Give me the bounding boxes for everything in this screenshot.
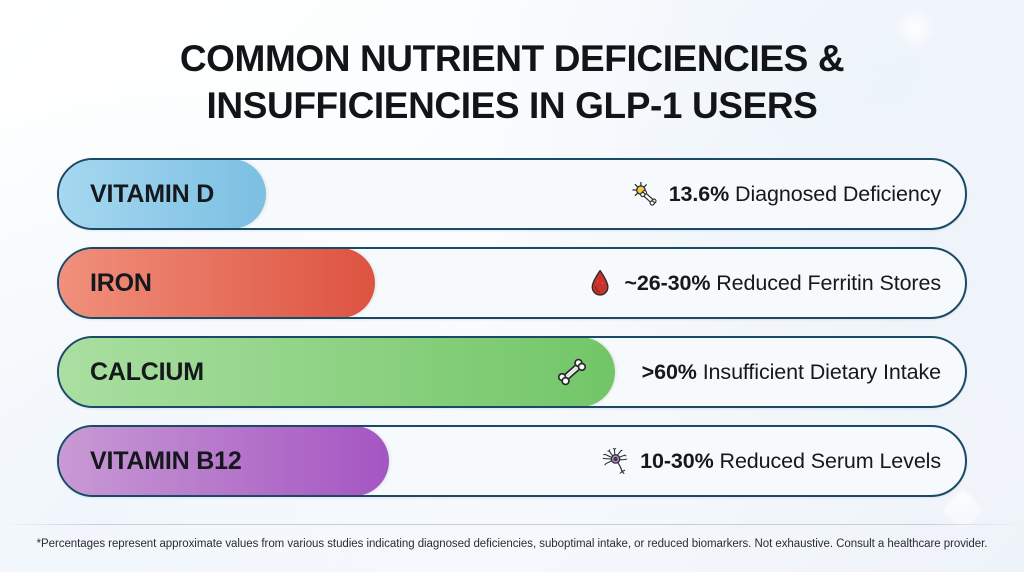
nutrient-row: CALCIUM >60% Insufficient Dietary Intake [57, 336, 967, 408]
footer-divider [0, 524, 1024, 525]
nutrient-stat-text: ~26-30% Reduced Ferritin Stores [624, 271, 941, 296]
bone-icon [550, 350, 594, 394]
nutrient-label: CALCIUM [90, 357, 204, 386]
nutrient-bar-fill [59, 338, 616, 406]
title-line-1: COMMON NUTRIENT DEFICIENCIES & [179, 38, 845, 79]
nutrient-stat: >60% Insufficient Dietary Intake [642, 338, 941, 406]
nutrient-bar-fill [59, 249, 376, 317]
nutrient-label: VITAMIN D [90, 179, 215, 208]
sun-bone-icon [630, 177, 660, 211]
blood-drop-icon [585, 266, 615, 300]
nutrient-percent: >60% [641, 359, 697, 384]
nutrient-stat: ~26-30% Reduced Ferritin Stores [585, 249, 941, 317]
nutrient-bar-list: VITAMIN D 13.6% Diagnosed Deficiency IRO [57, 158, 967, 514]
nutrient-stat-text: 13.6% Diagnosed Deficiency [669, 182, 941, 207]
footnote: *Percentages represent approximate value… [36, 538, 988, 550]
nutrient-label: VITAMIN B12 [90, 446, 242, 475]
nutrient-row: VITAMIN D 13.6% Diagnosed Deficiency [57, 158, 967, 230]
nutrient-stat: 13.6% Diagnosed Deficiency [630, 160, 941, 228]
nutrient-description: Insufficient Dietary Intake [702, 359, 941, 384]
title-line-2: INSUFFICIENCIES IN GLP-1 USERS [206, 85, 818, 126]
nutrient-description: Reduced Serum Levels [719, 448, 942, 473]
nutrient-bar-fill [59, 427, 389, 495]
nutrient-percent: 13.6% [668, 181, 730, 206]
blood-drop-icon [591, 269, 609, 296]
page-title: COMMON NUTRIENT DEFICIENCIES & INSUFFICI… [0, 38, 1024, 127]
nutrient-percent: 10-30% [640, 448, 714, 473]
sun-bone-icon [632, 181, 657, 206]
nutrient-description: Reduced Ferritin Stores [716, 270, 941, 295]
nutrient-row: IRON ~26-30% Reduced Ferritin Stores [57, 247, 967, 319]
nutrient-stat-text: >60% Insufficient Dietary Intake [642, 360, 941, 385]
nutrient-row: VITAMIN B12 10-30% Reduced Serum Levels [57, 425, 967, 497]
nutrient-label: IRON [90, 268, 152, 297]
bone-icon [558, 358, 587, 386]
neuron-icon [601, 444, 631, 478]
nutrient-stat-text: 10-30% Reduced Serum Levels [640, 449, 941, 474]
neuron-icon [602, 447, 628, 475]
nutrient-description: Diagnosed Deficiency [735, 181, 941, 206]
nutrient-percent: ~26-30% [624, 270, 711, 295]
nutrient-bar-fill [59, 160, 267, 228]
nutrient-stat: 10-30% Reduced Serum Levels [601, 427, 941, 495]
